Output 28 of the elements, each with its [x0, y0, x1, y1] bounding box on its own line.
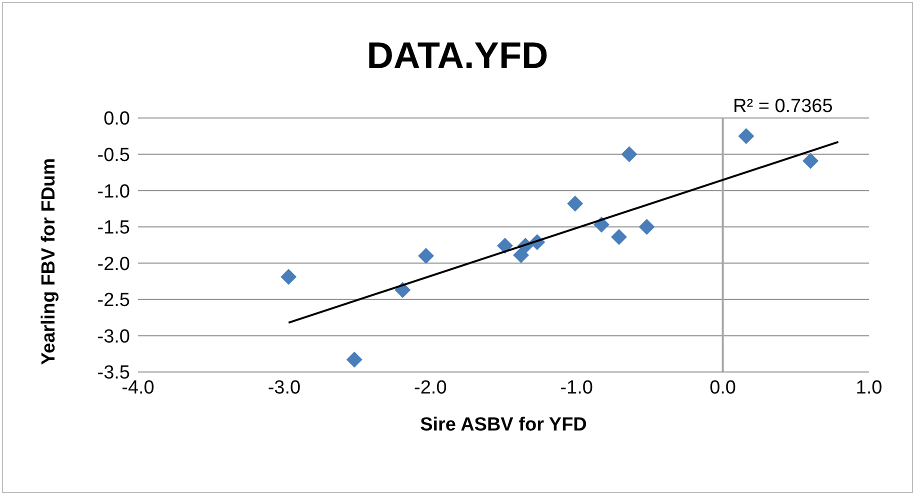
point [280, 268, 297, 285]
text: R² = 0.7365 [733, 96, 833, 118]
y-tick-label: -2.5 [97, 290, 130, 312]
point [567, 196, 584, 212]
y-tick-label: -1.0 [97, 181, 130, 202]
x-tick-label: -2.0 [414, 377, 447, 398]
y-tick-label: -3.5 [97, 362, 130, 384]
chart-title: DATA.YFD [366, 35, 550, 77]
point [611, 229, 627, 246]
point [418, 248, 434, 264]
y-tick-label: -0.5 [97, 145, 130, 166]
x-axis-title: Sire ASBV for YFD [420, 414, 587, 436]
y-tick-label: -3.0 [97, 326, 130, 348]
x-tick-label: -1.0 [560, 377, 593, 398]
y-tick-label: -2.0 [97, 254, 130, 275]
x-tick-label: 1.0 [856, 377, 882, 398]
point [496, 238, 513, 254]
point [638, 218, 655, 235]
x-tick-label: 0.0 [710, 377, 736, 398]
point [738, 128, 754, 144]
y-axis-title: Yearling FBV for FDum [38, 158, 60, 365]
point [513, 247, 530, 264]
y-tick-label: 0.0 [104, 108, 130, 130]
point [802, 152, 819, 169]
x-tick-label: -3.0 [268, 377, 301, 398]
point [346, 352, 362, 368]
y-tick-label: -1.5 [97, 218, 130, 239]
point [621, 146, 638, 162]
